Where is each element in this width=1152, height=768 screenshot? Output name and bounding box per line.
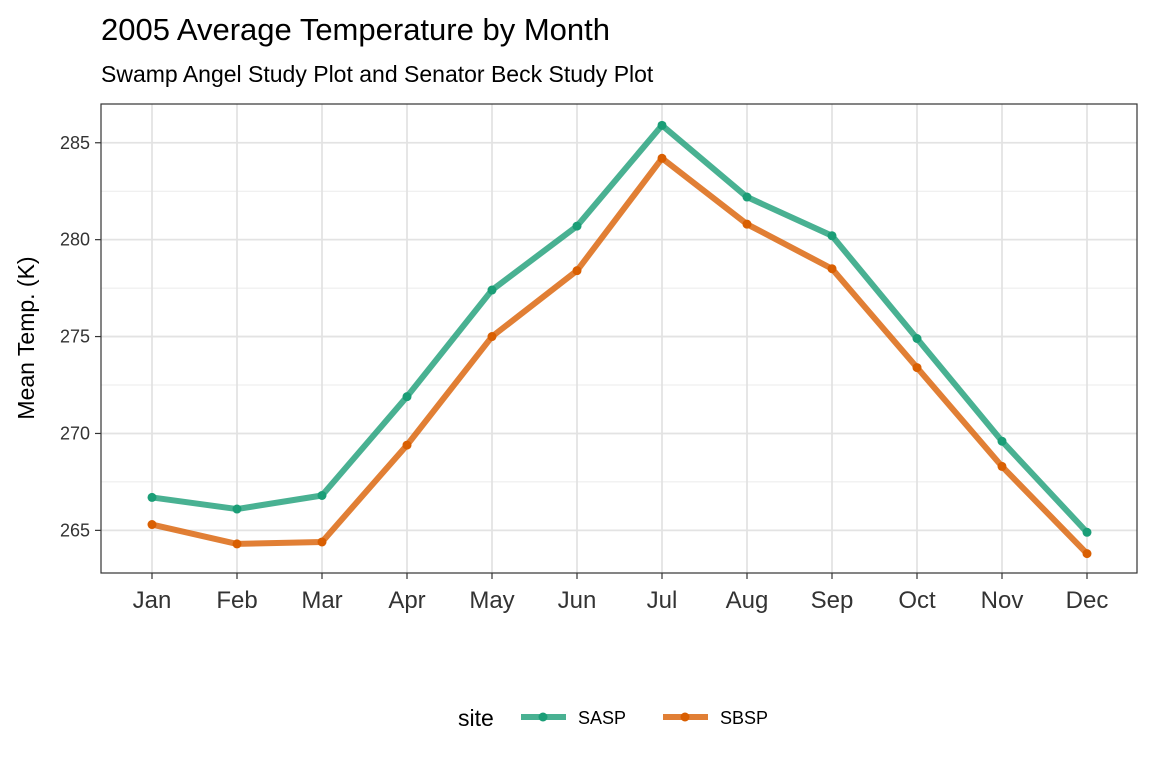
legend-key-point-sasp — [538, 712, 548, 722]
x-tick-label: Apr — [388, 587, 425, 614]
series-line-sbsp — [151, 155, 1090, 556]
x-axis: Jan Feb Mar Apr May Jun Jul Aug Sep Oct Nov Dec — [133, 573, 1109, 614]
data-point-sasp — [402, 392, 412, 402]
x-tick-label: Aug — [726, 587, 769, 614]
series-lines — [151, 122, 1090, 556]
data-point-sbsp — [742, 219, 752, 229]
y-tick-label: 280 — [60, 230, 90, 250]
x-tick-label: May — [469, 587, 514, 614]
data-point-sasp — [997, 436, 1007, 446]
x-tick-label: Sep — [811, 587, 854, 614]
y-tick-label: 270 — [60, 423, 90, 443]
data-point-sasp — [827, 231, 837, 241]
legend-title: site — [458, 705, 494, 731]
y-tick-label: 275 — [60, 327, 90, 347]
data-point-sbsp — [147, 520, 157, 530]
x-tick-label: Nov — [981, 587, 1024, 614]
data-point-sasp — [657, 120, 667, 130]
data-point-sbsp — [317, 537, 327, 547]
data-point-sbsp — [912, 363, 922, 373]
data-point-sbsp — [657, 153, 667, 163]
data-point-sbsp — [1082, 549, 1092, 559]
data-point-sbsp — [997, 461, 1007, 471]
legend-label-sasp: SASP — [578, 708, 626, 728]
chart-title: 2005 Average Temperature by Month — [101, 12, 610, 47]
x-tick-label: Jun — [558, 587, 597, 614]
legend: site SASP SBSP — [458, 705, 768, 731]
series-points — [147, 120, 1092, 559]
x-tick-label: Oct — [898, 587, 936, 614]
data-point-sasp — [232, 504, 242, 514]
data-point-sasp — [317, 490, 327, 500]
y-axis-title: Mean Temp. (K) — [13, 256, 39, 419]
x-tick-label: Feb — [216, 587, 257, 614]
data-point-sbsp — [572, 266, 582, 276]
data-point-sbsp — [487, 332, 497, 342]
chart-subtitle: Swamp Angel Study Plot and Senator Beck … — [101, 61, 654, 87]
data-point-sbsp — [827, 264, 837, 274]
x-tick-label: Jul — [647, 587, 678, 614]
data-point-sasp — [912, 334, 922, 343]
data-point-sbsp — [402, 440, 412, 450]
y-tick-label: 265 — [60, 520, 90, 540]
y-axis: 265 270 275 280 285 — [60, 133, 101, 540]
plot-panel-border — [100, 103, 1138, 574]
series-line-sasp — [151, 122, 1090, 535]
data-point-sasp — [742, 192, 752, 202]
x-tick-label: Dec — [1066, 587, 1109, 614]
legend-key-point-sbsp — [680, 712, 690, 722]
data-point-sasp — [572, 221, 582, 231]
legend-label-sbsp: SBSP — [720, 708, 768, 728]
x-tick-label: Jan — [133, 587, 172, 614]
y-tick-label: 285 — [60, 133, 90, 153]
data-point-sasp — [487, 285, 497, 295]
x-tick-label: Mar — [301, 587, 342, 614]
data-point-sasp — [1082, 527, 1092, 537]
data-point-sasp — [147, 492, 157, 502]
data-point-sbsp — [232, 539, 242, 549]
